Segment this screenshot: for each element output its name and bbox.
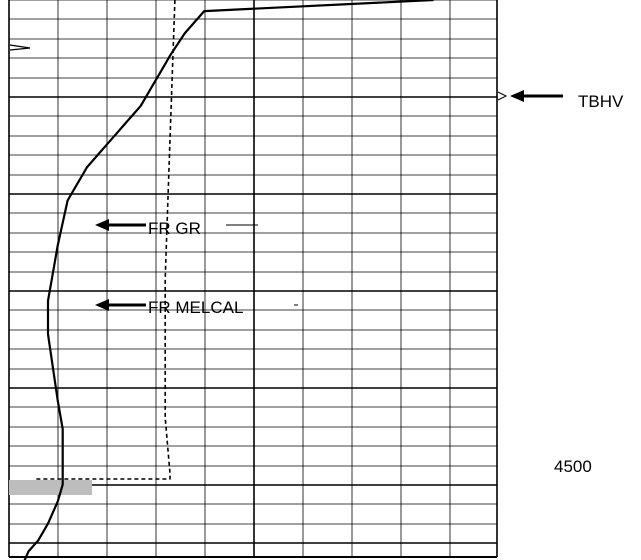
caliper-shading [9,480,92,496]
gamma-ray-curve [23,0,434,560]
log-grid [8,0,498,558]
caliper-shade [9,480,92,496]
fr-melcal-arrow-head [95,299,109,311]
caliper-curve [33,0,176,480]
tbhv-arrow-head [510,90,524,102]
top-left-tick [9,44,31,51]
fr-gr-arrow-head [95,219,109,231]
log-curves [9,0,434,560]
label-fr-gr: FR GR [148,219,201,238]
markers [95,90,563,311]
label-tbhv: TBHV [578,92,624,111]
label-fr-melcal: FR MELCAL [148,298,243,317]
tbhv-tick [497,91,508,101]
depth-label: 4500 [554,457,592,476]
